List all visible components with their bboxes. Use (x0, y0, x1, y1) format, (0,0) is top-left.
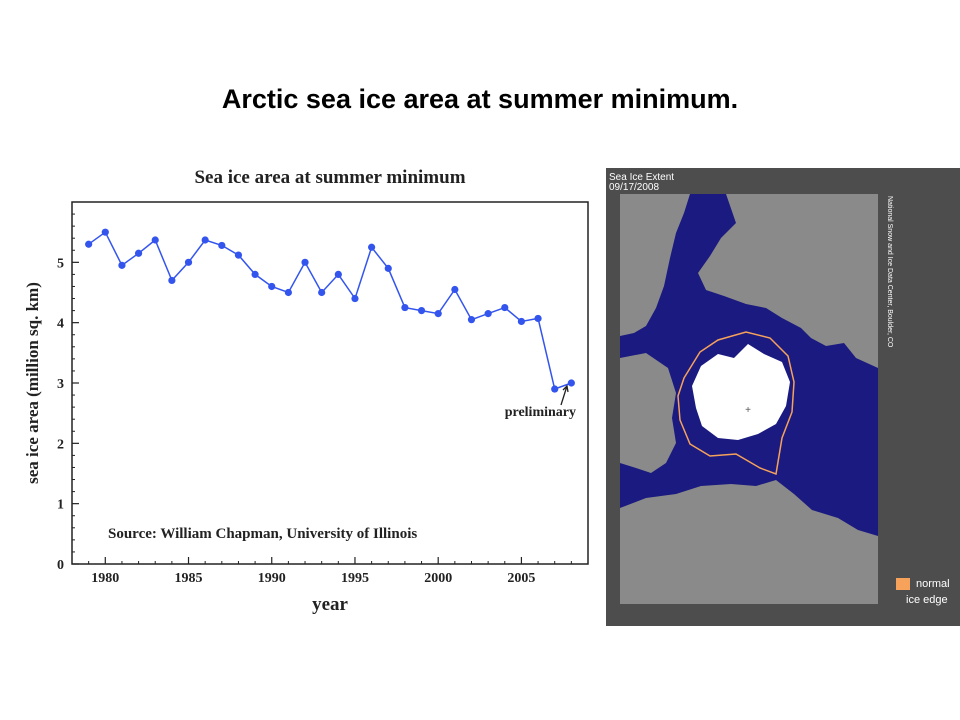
data-point (218, 241, 226, 250)
data-point (318, 288, 326, 297)
map-land-europe (620, 194, 690, 336)
y-tick-label: 0 (57, 558, 64, 573)
data-point (517, 317, 526, 326)
data-point (534, 314, 542, 323)
x-axis: 1980 1985 1990 1995 2000 2005 (71, 557, 589, 586)
data-point (401, 303, 409, 312)
data-point (368, 243, 376, 251)
data-point (384, 264, 392, 272)
data-point (284, 288, 292, 297)
data-point (85, 240, 93, 248)
data-point (501, 303, 509, 312)
data-point (201, 236, 209, 244)
source-annotation: Source: William Chapman, University of I… (108, 526, 417, 542)
preliminary-annotation: preliminary (505, 405, 576, 420)
data-point (134, 249, 143, 257)
data-point (268, 282, 276, 291)
x-tick-label: 1990 (258, 571, 286, 586)
y-tick-label: 3 (57, 377, 64, 392)
map-date: 09/17/2008 (609, 182, 659, 193)
data-point (234, 251, 243, 259)
y-axis: 0 1 2 3 4 5 (57, 213, 79, 573)
data-point (417, 307, 426, 315)
legend-normal-ice-edge-swatch (896, 578, 910, 590)
map-image: Sea Ice Extent 09/17/2008 + National Sno… (609, 172, 893, 604)
y-axis-label: sea ice area (million sq. km) (23, 282, 42, 484)
x-tick-label: 2005 (507, 571, 535, 586)
y-tick-label: 2 (57, 437, 64, 452)
y-tick-label: 5 (57, 256, 64, 271)
map-title: Sea Ice Extent (609, 172, 674, 183)
series-line (88, 231, 572, 390)
preliminary-arrow (560, 384, 569, 406)
data-point (118, 261, 126, 269)
x-tick-label: 1995 (341, 571, 369, 586)
x-tick-label: 1980 (91, 571, 119, 586)
y-tick-label: 4 (57, 317, 64, 332)
data-point (184, 258, 193, 266)
data-point (334, 270, 342, 278)
data-point (451, 285, 459, 294)
data-point (484, 310, 492, 318)
data-point (151, 236, 159, 244)
data-point (101, 228, 109, 236)
data-point (551, 385, 559, 393)
slide-title: Arctic sea ice area at summer minimum. (221, 84, 739, 114)
legend-label-normal: normal (916, 578, 950, 590)
data-point (567, 379, 575, 387)
map-credit: National Snow and Ice Data Center, Bould… (886, 196, 893, 348)
y-tick-label: 1 (57, 498, 64, 513)
map-land-siberia (620, 480, 878, 604)
map-land-north-america (698, 194, 878, 368)
data-point (251, 270, 259, 278)
data-point (301, 258, 309, 266)
map-sea-ice (692, 344, 790, 440)
legend-label-ice-edge: ice edge (906, 594, 948, 606)
map-normal-ice-edge (677, 331, 795, 476)
plot-frame (71, 201, 589, 565)
sea-ice-chart: Sea ice area at summer minimum 1980 1985 1… (23, 167, 589, 615)
x-tick-label: 1985 (175, 571, 203, 586)
map-land-greenland (620, 353, 676, 473)
data-point (467, 316, 476, 324)
sea-ice-extent-map: Sea Ice Extent 09/17/2008 + National Sno… (606, 168, 960, 626)
map-center-marker: + (745, 405, 751, 416)
data-point (434, 310, 442, 318)
data-point (168, 276, 176, 285)
chart-title: Sea ice area at summer minimum (194, 167, 465, 188)
data-point (351, 294, 359, 303)
x-axis-label: year (312, 594, 348, 615)
data-points (85, 228, 575, 393)
x-tick-label: 2000 (424, 571, 452, 586)
